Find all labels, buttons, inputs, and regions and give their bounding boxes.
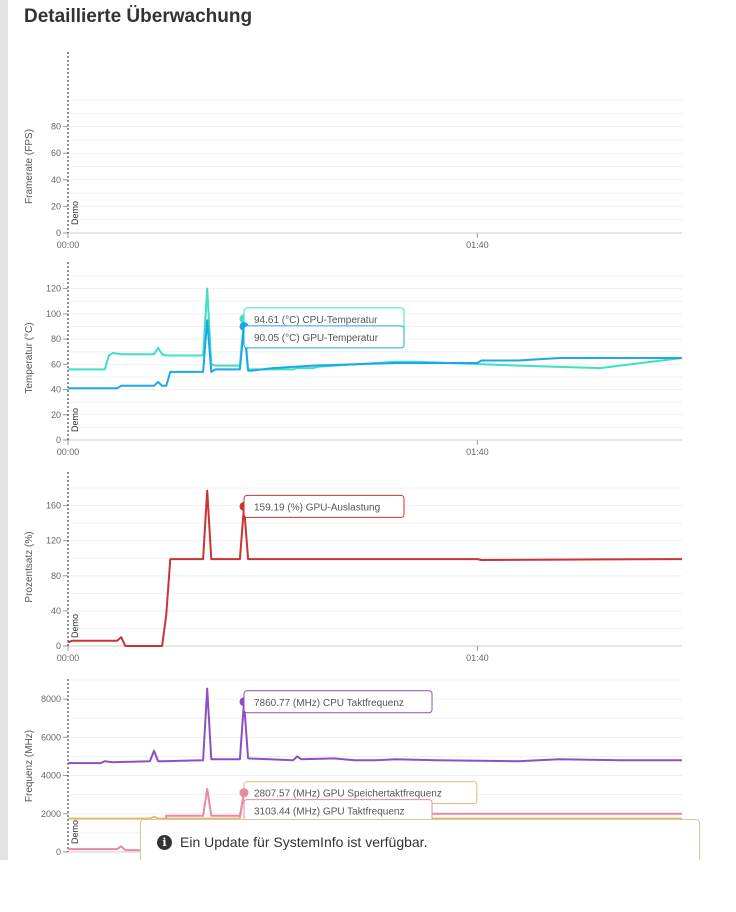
demo-marker-label: Demo: [70, 614, 80, 638]
series-line-cpu-taktfrequenz: [68, 687, 682, 765]
framerate-chart: 0 20 40 60 80 00:00 01:40 Demo Framerate (FPS): [8, 48, 698, 258]
tooltip-box: [243, 494, 405, 518]
x-tick-label: 00:00: [57, 447, 80, 457]
y-tick-label: 20: [51, 410, 61, 420]
demo-marker-label: Demo: [70, 820, 80, 844]
update-notification[interactable]: i Ein Update für SystemInfo ist verfügba…: [140, 819, 700, 864]
x-tick-label: 01:40: [466, 240, 489, 250]
y-tick-label: 0: [56, 847, 61, 857]
y-tick-label: 4000: [41, 771, 61, 781]
y-tick-label: 0: [56, 435, 61, 445]
y-tick-label: 60: [51, 148, 61, 158]
tooltip-text: 3103.44 (MHz) GPU Taktfrequenz: [254, 807, 404, 818]
x-tick-label: 01:40: [466, 447, 489, 457]
x-tick-label: 00:00: [57, 240, 80, 250]
demo-marker-label: Demo: [70, 408, 80, 432]
y-tick-label: 40: [51, 606, 61, 616]
y-tick-label: 120: [46, 284, 61, 294]
y-tick-label: 8000: [41, 694, 61, 704]
tooltip-text: 94.61 (°C) CPU-Temperatur: [254, 315, 378, 326]
x-tick-label: 01:40: [466, 653, 489, 663]
y-tick-label: 80: [51, 122, 61, 132]
y-tick-label: 2000: [41, 809, 61, 819]
demo-marker-label: Demo: [70, 201, 80, 225]
series-point-gpu-taktfrequenz: [239, 788, 249, 798]
y-tick-label: 40: [51, 175, 61, 185]
y-tick-label: 20: [51, 201, 61, 211]
notification-text: Ein Update für SystemInfo ist verfügbar.: [180, 834, 428, 850]
tooltip-text: 159.19 (%) GPU-Auslastung: [254, 502, 380, 513]
utilization-chart: 0 40 80 120 160 00:00 01:40 Demo Prozentsatz (%)…: [8, 468, 698, 673]
tooltip-text: 2807.57 (MHz) GPU Speichertaktfrequenz: [254, 789, 442, 800]
y-axis-label: Temperatur (°C): [24, 322, 35, 393]
tooltip-box: [243, 325, 405, 349]
y-tick-label: 6000: [41, 732, 61, 742]
y-axis-label: Frequenz (MHz): [24, 730, 35, 802]
y-tick-label: 120: [46, 536, 61, 546]
bottom-blank-area: [0, 860, 736, 912]
temperature-chart: 0 20 40 60 80 100 120 00:00 01:40 Demo Temperatur …: [8, 258, 698, 463]
y-tick-label: 60: [51, 359, 61, 369]
y-tick-label: 0: [56, 641, 61, 651]
y-axis-label: Framerate (FPS): [24, 129, 35, 204]
left-edge-bar: [0, 0, 8, 860]
tooltip-text: 7860.77 (MHz) CPU Taktfrequenz: [254, 698, 404, 709]
x-tick-label: 00:00: [57, 653, 80, 663]
series-line-gpu-auslastung: [67, 489, 683, 647]
y-axis-label: Prozentsatz (%): [24, 531, 35, 602]
y-tick-label: 100: [46, 309, 61, 319]
tooltip-text: 90.05 (°C) GPU-Temperatur: [254, 333, 379, 344]
info-icon: i: [157, 834, 172, 850]
frequency-chart: 0 2000 4000 6000 8000 Demo Frequenz (MHz) 7860.…: [8, 675, 698, 875]
y-tick-label: 80: [51, 334, 61, 344]
y-tick-label: 160: [46, 501, 61, 511]
page-title: Detaillierte Überwachung: [24, 6, 253, 27]
y-tick-label: 40: [51, 385, 61, 395]
y-tick-label: 80: [51, 571, 61, 581]
series-line-gpu-temperatur: [68, 319, 682, 390]
y-tick-label: 0: [56, 228, 61, 238]
tooltip-box: [243, 690, 433, 714]
